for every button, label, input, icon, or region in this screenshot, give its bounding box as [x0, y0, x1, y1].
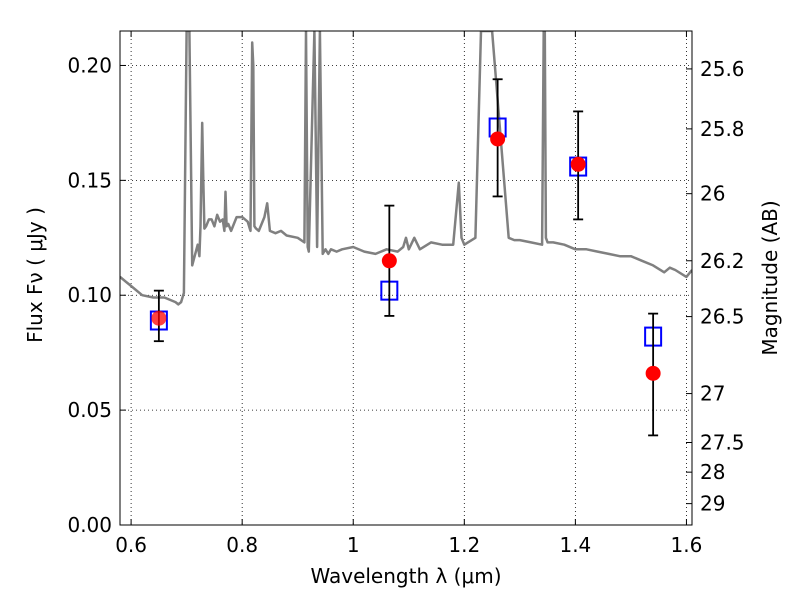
y2-tick-label: 26.2 [700, 249, 745, 273]
observed-point [645, 365, 661, 381]
plot-area [120, 31, 692, 437]
x-tick-label: 1.2 [448, 533, 480, 557]
y-tick-label: 0.20 [67, 53, 112, 77]
y-tick-label: 0.05 [67, 398, 112, 422]
x-axis-title: Wavelength λ (μm) [310, 564, 501, 588]
observed-point [151, 310, 167, 326]
y2-tick-label: 26.5 [700, 305, 745, 329]
spectrum-line [120, 31, 692, 306]
x-tick-label: 1.6 [671, 533, 703, 557]
axes: 0.6 0.8 1 1.2 1.4 1.6 0.00 0.05 0.10 0.15 0.20 25.6… [67, 30, 745, 557]
observed-point [381, 253, 397, 269]
y2-tick-label: 27 [700, 382, 725, 406]
axes-frame [119, 30, 693, 526]
y2-tick-label: 27.5 [700, 431, 745, 455]
observed-point [490, 131, 506, 147]
y2-axis-title: Magnitude (AB) [758, 200, 782, 355]
y2-tick-label: 25.8 [700, 117, 745, 141]
y2-tick-label: 25.6 [700, 57, 745, 81]
x-tick-label: 0.6 [115, 533, 147, 557]
grid [120, 31, 692, 526]
x-tick-label: 0.8 [226, 533, 258, 557]
y-axis-title: Flux Fν ( μJy ) [23, 207, 47, 343]
y2-tick-label: 26 [700, 182, 725, 206]
y2-tick-label: 29 [700, 492, 725, 516]
y-tick-label: 0.10 [67, 283, 112, 307]
observed-point [570, 156, 586, 172]
y-tick-label: 0.00 [67, 513, 112, 537]
x-tick-label: 1.4 [559, 533, 591, 557]
y2-tick-label: 28 [700, 460, 725, 484]
x-tick-label: 1 [347, 533, 360, 557]
y-tick-label: 0.15 [67, 168, 112, 192]
